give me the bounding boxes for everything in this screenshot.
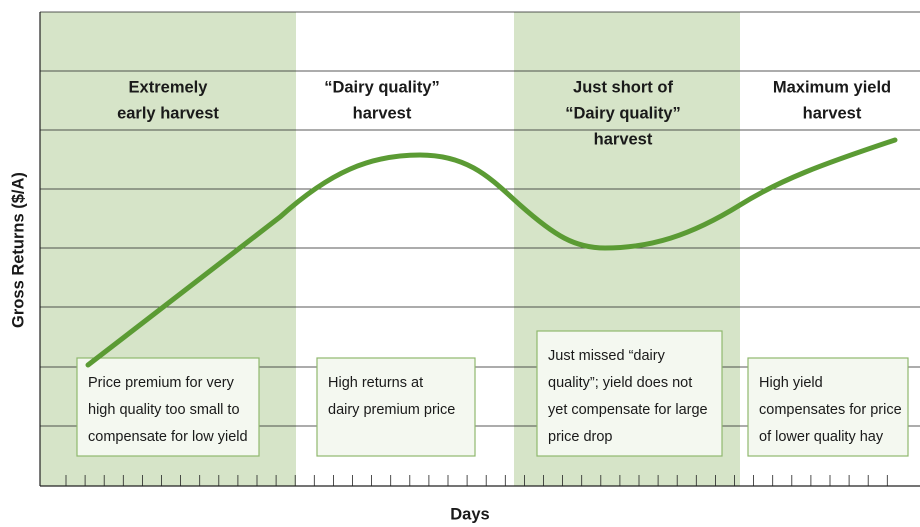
note-text: of lower quality hay xyxy=(759,429,884,445)
zone-heading: harvest xyxy=(353,104,412,122)
x-axis-label: Days xyxy=(450,505,489,523)
zone-heading: harvest xyxy=(594,130,653,148)
note-box xyxy=(747,357,909,457)
note-text: quality”; yield does not xyxy=(548,375,692,391)
zone-heading: “Dairy quality” xyxy=(565,104,681,122)
note-text: dairy premium price xyxy=(328,402,455,418)
note-text: compensates for price xyxy=(759,402,902,418)
note-text: High returns at xyxy=(328,375,423,391)
note-box xyxy=(316,357,476,457)
zone-heading: harvest xyxy=(803,104,862,122)
y-axis-label: Gross Returns ($/A) xyxy=(9,172,27,328)
note-text: compensate for low yield xyxy=(88,429,248,445)
note-text: high quality too small to xyxy=(88,402,240,418)
zone-heading: “Dairy quality” xyxy=(324,78,440,96)
zone-heading: Maximum yield xyxy=(773,78,891,96)
zone-heading: Just short of xyxy=(573,78,673,96)
note-text: High yield xyxy=(759,375,823,391)
note-text: yet compensate for large xyxy=(548,402,708,418)
note-box xyxy=(536,330,723,457)
note-text: price drop xyxy=(548,429,612,445)
note-text: Price premium for very xyxy=(88,375,235,391)
zone-heading: Extremely xyxy=(129,78,209,96)
note-text: Just missed “dairy xyxy=(548,348,666,364)
note-box xyxy=(76,357,260,457)
zone-heading: early harvest xyxy=(117,104,219,122)
returns-curve xyxy=(85,137,898,368)
